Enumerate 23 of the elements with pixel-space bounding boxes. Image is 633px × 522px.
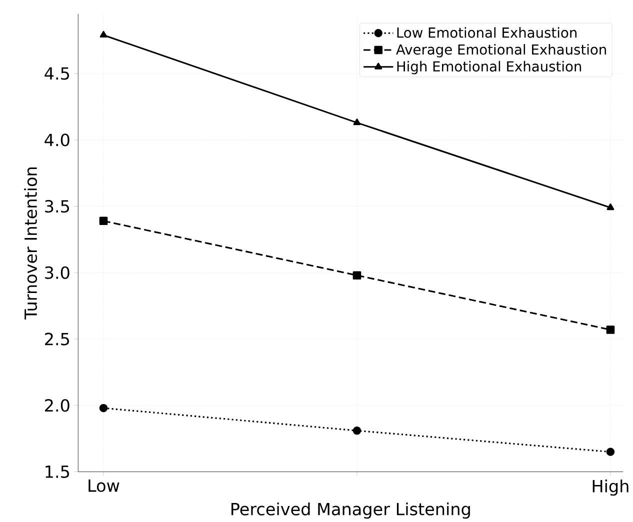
x-tick-label: Low	[88, 480, 120, 492]
y-tick-label: 3.0	[45, 266, 70, 280]
y-tick-label: 4.5	[44, 67, 69, 80]
legend-label: Average Emotional Exhaustion	[396, 44, 606, 58]
point	[606, 448, 615, 456]
point	[99, 216, 108, 226]
point	[606, 326, 615, 334]
point	[352, 271, 362, 280]
y-tick-label: 4.0	[44, 134, 70, 146]
y-tick-label: 1.5	[46, 466, 69, 478]
y-tick-label: 2.0	[45, 399, 70, 412]
y-tick-label: 2.5	[45, 332, 69, 346]
x-axis-title: Perceived Manager Listening	[232, 502, 470, 519]
point	[99, 404, 108, 412]
point	[100, 30, 108, 38]
y-tick-label: 3.5	[45, 200, 69, 213]
y-axis-title: Turnover Intention	[24, 168, 38, 320]
legend-label: Low Emotional Exhaustion	[397, 27, 576, 38]
point	[606, 204, 614, 210]
x-tick-label: High	[592, 479, 628, 496]
point	[353, 118, 361, 126]
legend-label: High Emotional Exhaustion	[397, 60, 582, 74]
point	[352, 426, 362, 435]
